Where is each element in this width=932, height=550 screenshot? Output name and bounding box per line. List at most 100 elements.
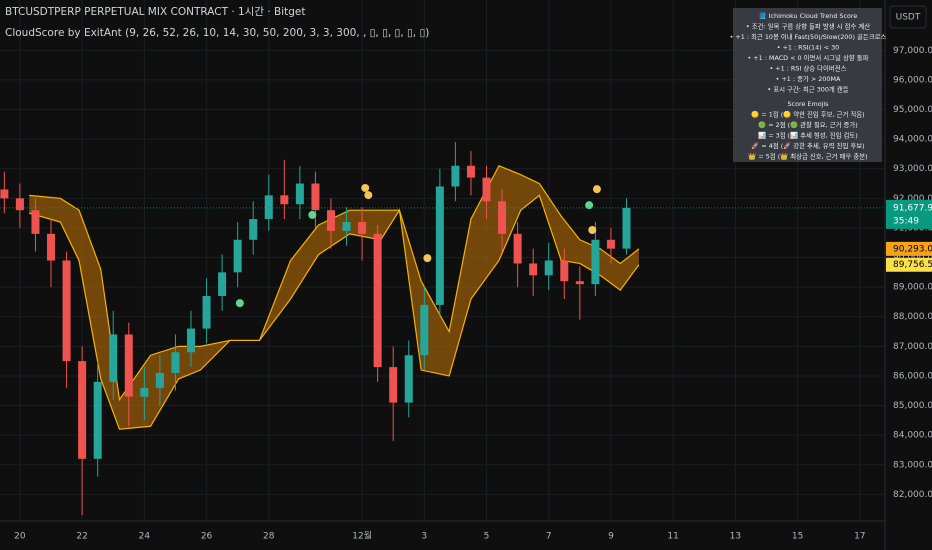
- candle-body: [311, 183, 320, 211]
- x-tick-label: 28: [263, 532, 275, 542]
- x-tick-label: 5: [484, 532, 490, 542]
- score-marker: [364, 191, 373, 200]
- candle-body: [93, 381, 102, 459]
- x-tick-label: 17: [854, 532, 865, 542]
- candle-body: [560, 260, 569, 282]
- candle-body: [140, 387, 149, 397]
- candle-body: [186, 328, 195, 353]
- candle-body: [264, 195, 273, 220]
- info-subtitle: Score Emojis: [788, 100, 830, 108]
- x-tick-label: 20: [14, 532, 26, 542]
- candle-body: [47, 233, 56, 261]
- score-marker: [592, 185, 601, 194]
- candle-body: [591, 239, 600, 285]
- last-price-label: 91,677.9: [893, 203, 932, 213]
- candle-body: [0, 189, 9, 199]
- candle-body: [575, 281, 584, 285]
- candle-body: [482, 177, 491, 202]
- info-text: 📘 Ichimoku Cloud Trend Score • 조건: 일목 구름 …: [730, 12, 887, 161]
- info-line: • 표시 구간: 최근 300개 캔들: [767, 85, 848, 94]
- candle-body: [280, 195, 289, 205]
- y-tick-label: 83,000.0: [893, 460, 932, 470]
- score-marker: [308, 210, 317, 219]
- candle-body: [498, 201, 507, 234]
- candle-body: [358, 222, 367, 234]
- x-tick-label: 3: [421, 532, 427, 542]
- candle-body: [62, 260, 71, 362]
- x-tick-label: 24: [139, 532, 151, 542]
- candle-body: [544, 260, 553, 276]
- candle-body: [404, 355, 413, 403]
- y-tick-label: 88,000.0: [893, 312, 932, 322]
- y-tick-label: 97,000.0: [893, 46, 932, 56]
- info-line: • +1 : MACD < 0 이면서 시그널 상향 돌파: [748, 53, 869, 62]
- candle-body: [249, 219, 258, 240]
- cloud-fill: [29, 165, 639, 430]
- cloud-price-label: 89,756.5: [893, 260, 932, 270]
- y-tick-label: 87,000.0: [893, 342, 932, 352]
- symbol-title: BTCUSDTPERP PERPETUAL MIX CONTRACT · 1시간…: [5, 6, 305, 18]
- y-tick-label: 92,000.0: [893, 194, 932, 204]
- candle-body: [15, 198, 24, 211]
- candle-body: [435, 186, 444, 305]
- candle-body: [233, 239, 242, 273]
- indicator-title: CloudScore by ExitAnt (9, 26, 52, 26, 10…: [5, 27, 429, 39]
- candle-body: [466, 165, 475, 178]
- info-line: • 조건: 일목 구름 상향 돌파 발생 시 점수 계산: [746, 22, 870, 31]
- plot: [0, 142, 885, 516]
- info-line: • +1 : RSI(14) < 30: [777, 44, 840, 52]
- candle-body: [606, 239, 615, 249]
- cloud-price-label: 90,293.0: [893, 244, 932, 254]
- info-line: 🟡 = 1점 (🟡 약한 진입 후보, 근거 적음): [751, 110, 864, 119]
- candle-body: [389, 367, 398, 403]
- currency-button[interactable]: [889, 5, 927, 29]
- axes: 82,000.0 83,000.0 84,000.0 85,000.0 86,000.0…: [14, 46, 932, 542]
- score-marker: [585, 201, 594, 210]
- x-tick-label: 26: [201, 532, 213, 542]
- y-tick-label: 93,000.0: [893, 164, 932, 174]
- currency[interactable]: USDT: [896, 13, 921, 23]
- info-line: 🟢 = 2점 (🟢 관찰 필요, 근거 증가): [758, 120, 858, 129]
- cloud-line: [29, 165, 640, 402]
- y-tick-label: 89,000.0: [893, 283, 932, 293]
- info-line: 📊 = 3점 (📊 추세 형성, 진입 검토): [758, 131, 858, 140]
- candle-body: [218, 272, 227, 297]
- candle-body: [31, 210, 40, 234]
- candle-body: [109, 334, 118, 382]
- candle-body: [202, 296, 211, 329]
- y-tick-label: 85,000.0: [893, 401, 932, 411]
- info-line: • +1 : 종가 > 200MA: [776, 74, 841, 83]
- y-tick-label: 95,000.0: [893, 105, 932, 115]
- last-price-box: [886, 199, 932, 229]
- candle-body: [622, 207, 631, 249]
- x-tick-label: 22: [76, 532, 87, 542]
- cloud-line: [29, 194, 640, 430]
- candle-body: [326, 210, 335, 231]
- info-box: [733, 8, 882, 162]
- y-tick-label: 96,000.0: [893, 75, 932, 85]
- candle-body: [451, 165, 460, 187]
- candle-body: [155, 372, 164, 388]
- info-title: 📘 Ichimoku Cloud Trend Score: [759, 12, 858, 20]
- x-tick-label: 11: [667, 532, 678, 542]
- score-marker: [235, 299, 244, 308]
- x-tick-label: 15: [792, 532, 803, 542]
- candle-body: [124, 334, 133, 397]
- y-tick-label: 82,000.0: [893, 490, 932, 500]
- x-tick-label: 13: [730, 532, 741, 542]
- info-line: 👑 = 5점 (👑 최상급 신호, 근거 매우 충분): [748, 152, 867, 161]
- candle-body: [171, 352, 180, 373]
- x-tick-label: 12월: [352, 530, 372, 542]
- score-marker: [361, 183, 370, 192]
- y-tick-label: 84,000.0: [893, 431, 932, 441]
- candle-body: [529, 263, 538, 276]
- score-marker: [423, 254, 432, 263]
- candle-body: [342, 222, 351, 231]
- info-line: 🚀 = 4점 (🚀 강한 추세, 유력 진입 후보): [751, 141, 864, 150]
- candle-body: [78, 361, 87, 459]
- score-marker: [588, 226, 597, 235]
- cloud-price-box: [886, 257, 932, 272]
- countdown: 35:49: [893, 216, 919, 226]
